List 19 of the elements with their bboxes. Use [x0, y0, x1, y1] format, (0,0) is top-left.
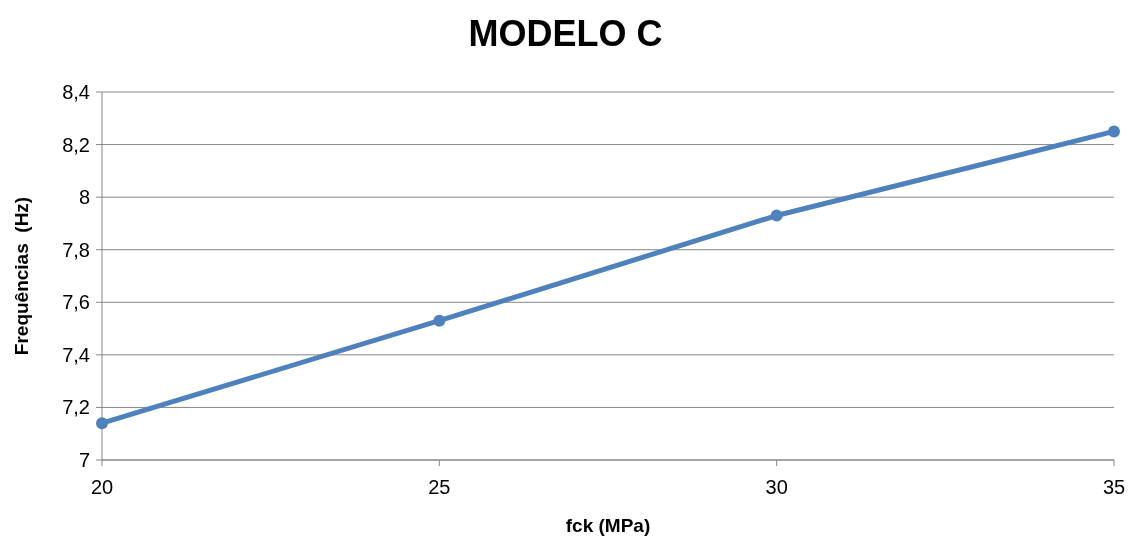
- point: [433, 314, 446, 327]
- y-axis-title: Frequências (Hz): [11, 196, 32, 356]
- y-tick-label: 7,8: [62, 238, 90, 261]
- x-tick-label: 20: [90, 476, 114, 498]
- point: [770, 209, 783, 222]
- point: [96, 417, 108, 430]
- y-tick-label: 8,2: [62, 133, 90, 156]
- y-tick-label: 7,2: [62, 396, 90, 419]
- y-tick-label: 7,4: [62, 343, 90, 366]
- chart-title: MODELO C: [468, 13, 663, 54]
- point: [1108, 125, 1120, 138]
- x-tick-label: 30: [765, 476, 788, 498]
- y-tick-label: 8: [78, 186, 90, 209]
- y-tick-label: 7: [78, 449, 90, 471]
- y-tick-label: 8,4: [62, 81, 90, 103]
- x-tick-label: 35: [1102, 476, 1126, 498]
- x-tick-label: 25: [428, 476, 451, 498]
- y-tick-label: 7,6: [62, 291, 90, 314]
- x-axis-title: fck (MPa): [565, 515, 651, 536]
